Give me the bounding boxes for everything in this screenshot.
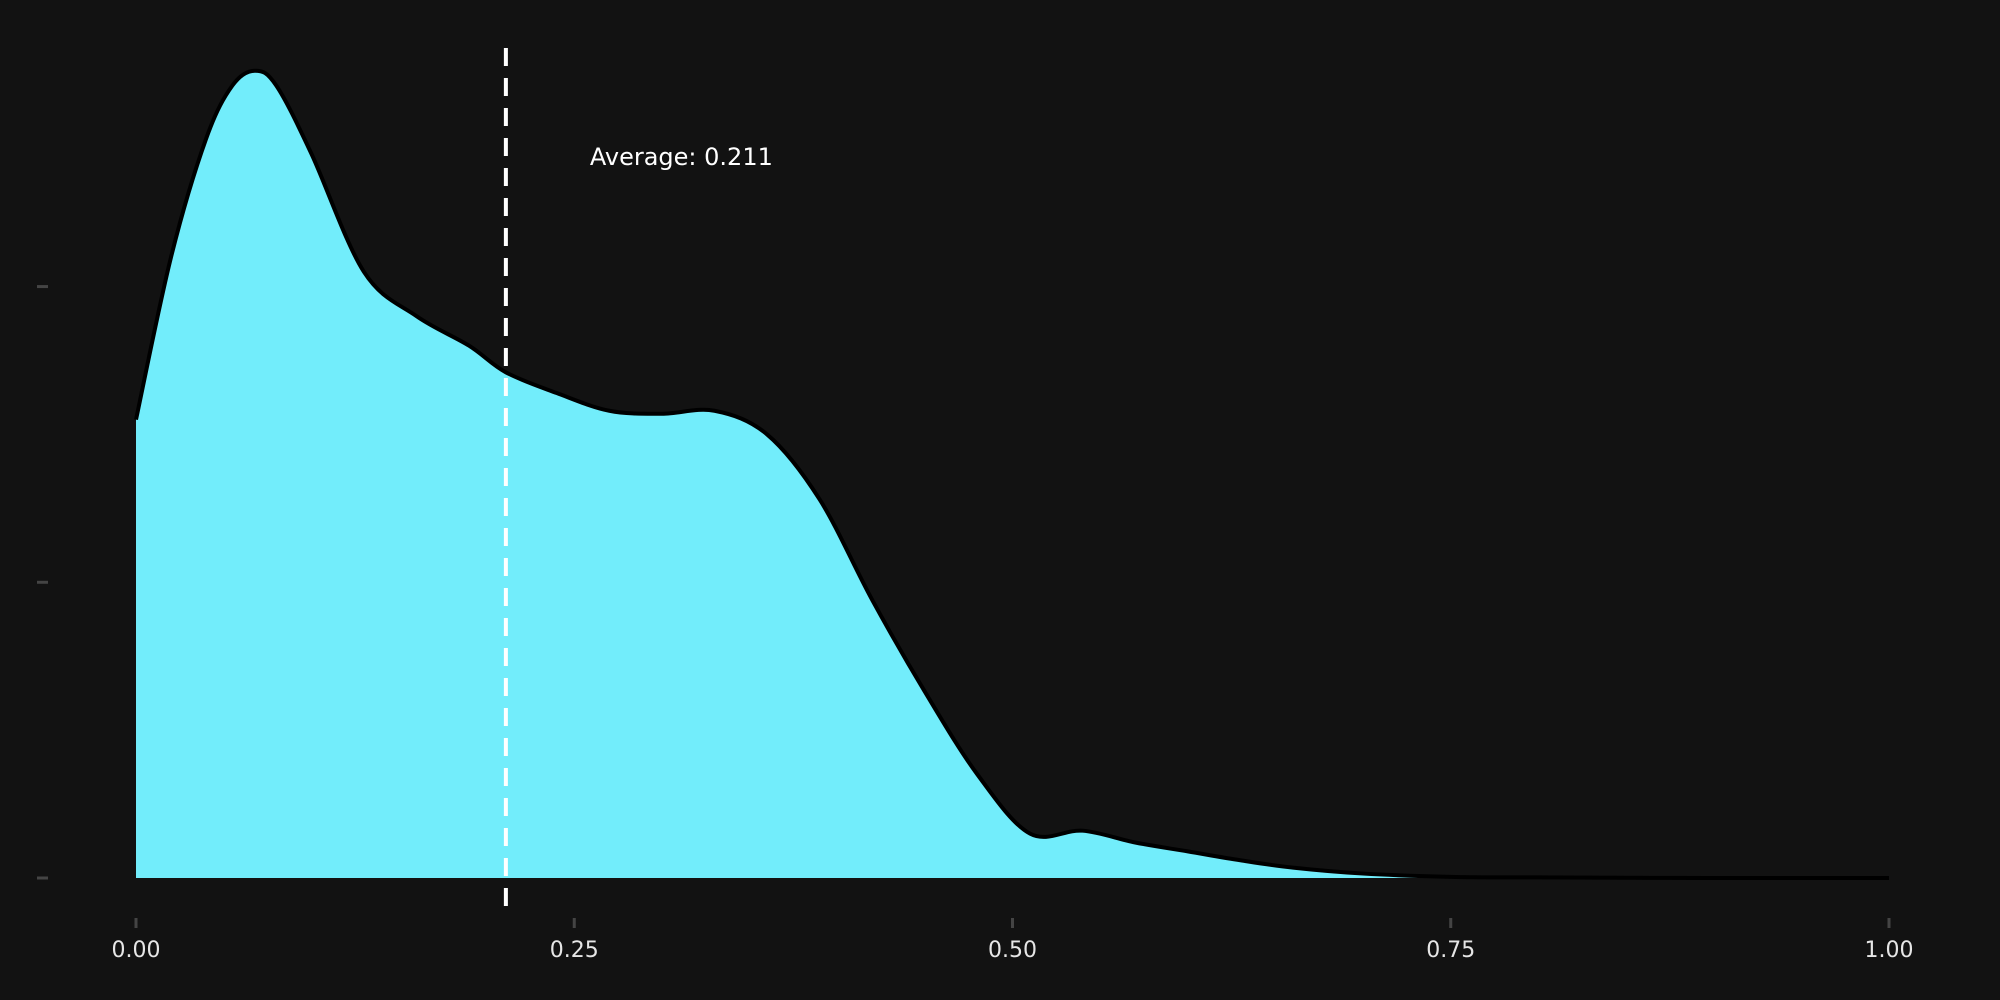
density-curve-line xyxy=(134,68,1890,881)
x-tick-label: 0.50 xyxy=(988,938,1037,963)
x-axis-ticks: 0.00 0.25 0.50 0.75 1.00 xyxy=(112,918,1914,963)
x-tick-label: 0.75 xyxy=(1426,938,1475,963)
x-tick-label: 0.00 xyxy=(112,938,161,963)
y-axis-ticks xyxy=(37,285,48,880)
x-tick-label: 1.00 xyxy=(1865,938,1914,963)
average-annotation: Average: 0.211 xyxy=(590,143,773,171)
x-tick-label: 0.25 xyxy=(550,938,599,963)
density-area-fill xyxy=(136,70,1889,879)
